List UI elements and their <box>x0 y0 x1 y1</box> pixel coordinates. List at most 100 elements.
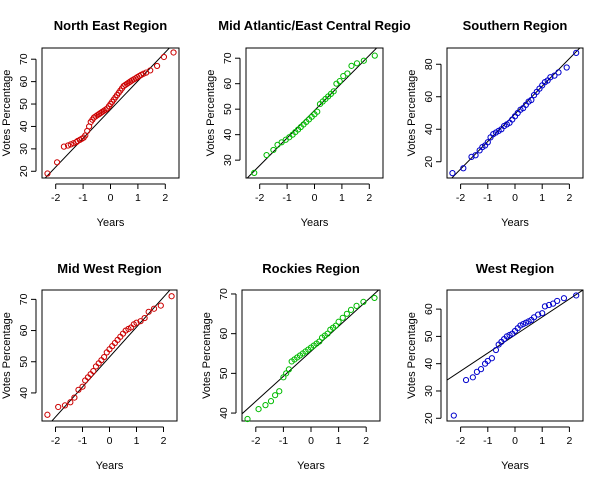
data-point <box>371 52 378 59</box>
data-point <box>150 305 158 312</box>
data-point <box>545 301 553 309</box>
y-axis-label: Votes Percentage <box>201 312 213 399</box>
data-point <box>549 300 557 307</box>
data-point <box>573 49 580 56</box>
panel-4: Mid West Region -2 -1 0 1 2 40 50 60 70 Years Votes… <box>1 261 178 472</box>
x-axis-label: Years <box>301 217 329 229</box>
x-tick-label: 2 <box>162 192 168 204</box>
plot-frame <box>41 289 178 422</box>
data-point <box>330 88 337 95</box>
data-point <box>60 143 68 150</box>
y-tick-label: 40 <box>423 123 435 135</box>
x-tick-label: 0 <box>108 192 114 204</box>
data-point <box>539 310 546 317</box>
reference-line <box>51 290 171 421</box>
y-tick-label: 60 <box>18 76 30 88</box>
data-point <box>488 355 495 362</box>
data-point <box>535 311 542 318</box>
data-point <box>244 415 251 423</box>
y-tick-label: 50 <box>18 356 30 368</box>
y-tick-label: 20 <box>423 412 435 424</box>
data-point <box>484 357 491 365</box>
data-point <box>360 298 367 306</box>
panel-2: Mid Atlantic/East Central Regio -2 -1 0 1 2 30… <box>205 18 411 229</box>
data-point <box>272 392 279 399</box>
x-tick-label: 0 <box>308 435 314 447</box>
data-point <box>360 57 367 64</box>
y-tick-label: 30 <box>222 154 234 166</box>
x-tick-label: 2 <box>566 435 572 447</box>
data-point <box>551 72 558 79</box>
data-point <box>285 366 293 373</box>
panel-1: North East Region -2 -1 0 1 2 20 30 40 50 60 70 Year… <box>1 18 180 229</box>
data-point <box>140 70 147 77</box>
data-point <box>102 106 109 113</box>
data-point <box>55 403 62 411</box>
panel-6: West Region -2 -1 0 1 2 20 30 40 50 60 Years Votes P… <box>406 261 584 472</box>
data-point <box>263 151 270 159</box>
x-tick-label: -1 <box>78 192 87 204</box>
x-axis-label: Years <box>96 460 124 472</box>
data-point <box>314 108 321 115</box>
panel-5: Rockies Region -2 -1 0 1 2 40 50 60 70 Years Votes … <box>201 261 381 472</box>
x-tick-label: 2 <box>566 192 572 204</box>
x-tick-label: -2 <box>456 192 465 204</box>
data-point <box>137 318 144 325</box>
y-tick-label: 40 <box>222 129 234 141</box>
y-tick-label: 40 <box>18 120 30 132</box>
x-tick-label: 1 <box>134 435 140 447</box>
y-tick-label: 30 <box>423 385 435 397</box>
data-point <box>344 70 351 77</box>
data-point <box>563 64 570 71</box>
panel-title: Southern Region <box>463 18 568 33</box>
y-tick-label: 60 <box>218 328 230 340</box>
y-tick-label: 50 <box>423 330 435 342</box>
y-tick-label: 70 <box>18 53 30 65</box>
y-tick-label: 60 <box>423 303 435 315</box>
data-point <box>472 152 479 159</box>
y-tick-label: 40 <box>423 358 435 370</box>
data-point <box>71 394 78 401</box>
data-point <box>484 139 491 146</box>
x-tick-label: -2 <box>255 192 264 204</box>
y-tick-label: 50 <box>18 98 30 110</box>
data-point <box>347 306 355 313</box>
data-point <box>353 302 360 309</box>
panel-title: Mid Atlantic/East Central Regio <box>218 18 410 33</box>
data-point <box>339 314 346 321</box>
y-axis-label: Votes Percentage <box>406 70 418 157</box>
data-point <box>141 314 148 322</box>
panel-title: North East Region <box>54 18 167 33</box>
data-point <box>67 141 74 148</box>
plot-frame <box>241 289 381 422</box>
x-tick-label: -2 <box>51 192 60 204</box>
data-point <box>75 386 82 393</box>
data-point <box>133 319 140 326</box>
y-tick-label: 20 <box>18 165 30 177</box>
reference-line-group <box>242 290 380 415</box>
data-point <box>541 303 549 310</box>
data-point <box>348 62 355 69</box>
x-tick-label: 1 <box>336 435 342 447</box>
y-axis-label: Votes Percentage <box>1 70 13 157</box>
data-point <box>160 53 168 61</box>
panel-title: West Region <box>476 261 555 276</box>
data-point <box>270 146 277 154</box>
data-point <box>61 402 69 409</box>
panel-title: Mid West Region <box>57 261 162 276</box>
data-point <box>560 295 568 302</box>
x-tick-label: -1 <box>483 435 492 447</box>
data-point <box>101 353 108 361</box>
data-point <box>450 412 457 419</box>
data-point <box>449 170 456 177</box>
data-point <box>262 402 269 409</box>
y-axis-label: Votes Percentage <box>406 312 418 399</box>
data-point <box>554 297 561 305</box>
x-tick-label: 2 <box>363 435 369 447</box>
x-axis-label: Years <box>297 460 325 472</box>
x-axis-label: Years <box>501 217 529 229</box>
data-point <box>153 62 161 70</box>
y-tick-label: 40 <box>18 387 30 399</box>
data-point <box>473 368 481 375</box>
data-point <box>251 169 258 177</box>
